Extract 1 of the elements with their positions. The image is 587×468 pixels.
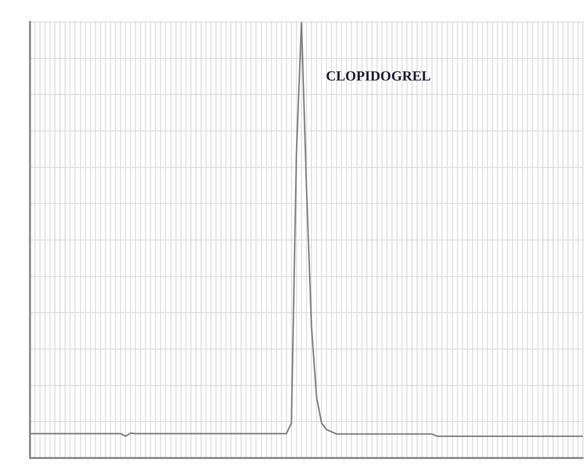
- annotation: CLOPIDOGREL: [326, 70, 431, 85]
